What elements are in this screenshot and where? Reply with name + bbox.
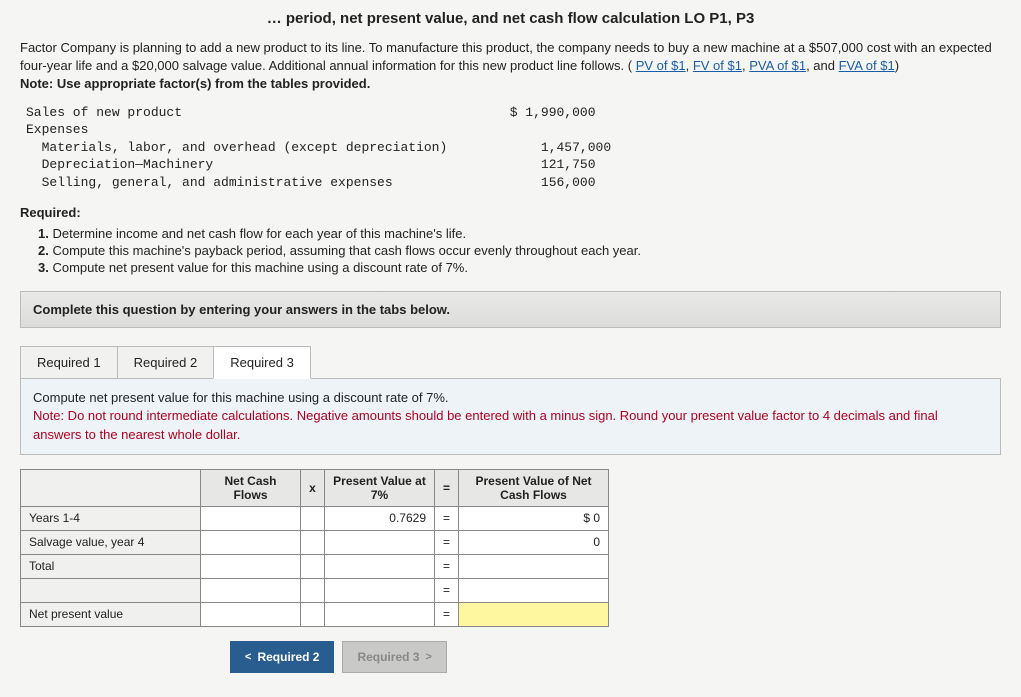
fin-line: Selling, general, and administrative exp…	[26, 175, 393, 190]
th-blank	[21, 469, 201, 506]
cell-pvn	[459, 554, 609, 578]
cell	[325, 554, 435, 578]
cell-x	[301, 554, 325, 578]
required-list: 1. Determine income and net cash flow fo…	[38, 226, 1001, 275]
req-num: 3.	[38, 260, 52, 275]
cell-eq: =	[435, 530, 459, 554]
problem-intro: Factor Company is planning to add a new …	[20, 39, 1001, 94]
nav-buttons: < Required 2 Required 3 >	[230, 641, 1001, 673]
link-pv-of-1[interactable]: PV of $1	[636, 58, 686, 73]
fin-line: Depreciation—Machinery	[26, 157, 213, 172]
row-label: Total	[21, 554, 201, 578]
cell-eq: =	[435, 602, 459, 626]
fin-line: Expenses	[26, 122, 88, 137]
link-fv-of-1[interactable]: FV of $1	[693, 58, 742, 73]
intro-note: Note: Use appropriate factor(s) from the…	[20, 76, 370, 91]
chevron-right-icon: >	[425, 651, 431, 663]
npv-table: Net Cash Flows x Present Value at 7% = P…	[20, 469, 609, 627]
cell-eq: =	[435, 578, 459, 602]
cell-pvn-input[interactable]	[459, 578, 609, 602]
intro-close: )	[895, 58, 899, 73]
cell-pvn: $ 0	[459, 506, 609, 530]
prev-required-button[interactable]: < Required 2	[230, 641, 334, 673]
cell-x	[301, 530, 325, 554]
cell-eq: =	[435, 506, 459, 530]
link-pva-of-1[interactable]: PVA of $1	[749, 58, 806, 73]
cell-pvf-input[interactable]	[325, 530, 435, 554]
cell-ncf-input[interactable]	[201, 506, 301, 530]
row-label-input[interactable]	[21, 578, 201, 602]
tab-required-3[interactable]: Required 3	[213, 346, 311, 379]
instr-line-1: Compute net present value for this machi…	[33, 389, 988, 407]
cell	[201, 554, 301, 578]
row-label: Net present value	[21, 602, 201, 626]
table-row-salvage: Salvage value, year 4 = 0	[21, 530, 609, 554]
th-equals: =	[435, 469, 459, 506]
cell-pvf-input[interactable]: 0.7629	[325, 506, 435, 530]
table-row-years-1-4: Years 1-4 0.7629 = $ 0	[21, 506, 609, 530]
req-num: 2.	[38, 243, 52, 258]
tab-required-2[interactable]: Required 2	[117, 346, 215, 379]
required-heading: Required:	[20, 205, 1001, 220]
row-label: Salvage value, year 4	[21, 530, 201, 554]
prev-label: Required 2	[257, 650, 319, 664]
req-item-1: Determine income and net cash flow for e…	[52, 226, 466, 241]
row-label: Years 1-4	[21, 506, 201, 530]
cell-pvn: 0	[459, 530, 609, 554]
cell-x	[301, 578, 325, 602]
cell-x	[301, 506, 325, 530]
cell	[325, 578, 435, 602]
table-row-total: Total =	[21, 554, 609, 578]
req-item-3: Compute net present value for this machi…	[52, 260, 468, 275]
th-multiply: x	[301, 469, 325, 506]
link-fva-of-1[interactable]: FVA of $1	[839, 58, 895, 73]
page-title: … period, net present value, and net cas…	[20, 10, 1001, 27]
instr-line-2: Note: Do not round intermediate calculat…	[33, 407, 988, 443]
th-pv-factor: Present Value at 7%	[325, 469, 435, 506]
next-label: Required 3	[357, 650, 419, 664]
cell	[325, 602, 435, 626]
fin-line: Materials, labor, and overhead (except d…	[26, 140, 447, 155]
fin-value: 1,457,000	[541, 140, 611, 155]
requirement-tabs: Required 1 Required 2 Required 3	[20, 346, 1001, 379]
th-net-cash-flows: Net Cash Flows	[201, 469, 301, 506]
intro-sep: ,	[686, 58, 693, 73]
tab-instruction-box: Compute net present value for this machi…	[20, 378, 1001, 455]
complete-instruction-bar: Complete this question by entering your …	[20, 291, 1001, 328]
cell	[201, 602, 301, 626]
cell-x	[301, 602, 325, 626]
tab-required-1[interactable]: Required 1	[20, 346, 118, 379]
fin-value: 156,000	[541, 175, 596, 190]
table-row-npv: Net present value =	[21, 602, 609, 626]
cell	[201, 578, 301, 602]
table-row-blank: =	[21, 578, 609, 602]
fin-value: $ 1,990,000	[510, 105, 596, 120]
fin-value: 121,750	[541, 157, 596, 172]
next-required-button: Required 3 >	[342, 641, 446, 673]
cell-npv-result	[459, 602, 609, 626]
cell-ncf-input[interactable]	[201, 530, 301, 554]
th-pv-net-cash-flows: Present Value of Net Cash Flows	[459, 469, 609, 506]
cell-eq: =	[435, 554, 459, 578]
req-item-2: Compute this machine's payback period, a…	[52, 243, 641, 258]
fin-line: Sales of new product	[26, 105, 182, 120]
chevron-left-icon: <	[245, 651, 251, 663]
intro-sep: , and	[806, 58, 839, 73]
financial-data-block: Sales of new product $ 1,990,000 Expense…	[26, 104, 1001, 192]
req-num: 1.	[38, 226, 52, 241]
